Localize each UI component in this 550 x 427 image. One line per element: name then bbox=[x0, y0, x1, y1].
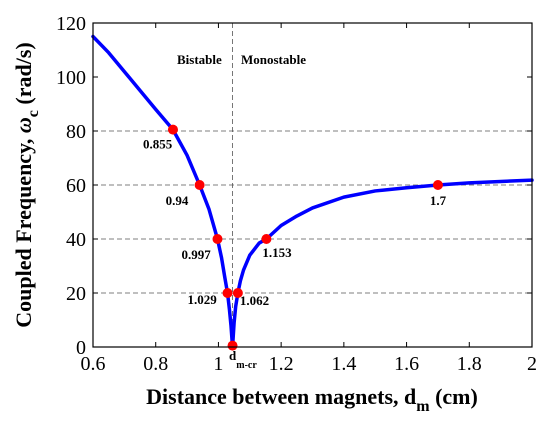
data-point-label: 0.855 bbox=[143, 137, 173, 152]
data-point bbox=[432, 180, 443, 190]
x-tick-label: 1.8 bbox=[457, 353, 482, 375]
x-axis-title: Distance between magnets, dm (cm) bbox=[146, 384, 478, 415]
data-point bbox=[222, 288, 233, 298]
data-point-label: 1.7 bbox=[430, 193, 447, 208]
data-point bbox=[227, 340, 238, 351]
x-tick-label: 2 bbox=[527, 353, 537, 375]
x-tick-label: 1 bbox=[213, 353, 223, 375]
x-axis-title-sub: m bbox=[416, 398, 430, 415]
series-line-1 bbox=[91, 34, 235, 349]
y-axis-title-symbol: ω bbox=[11, 117, 36, 133]
region-label-right: Monostable bbox=[241, 52, 306, 67]
grid-lines bbox=[93, 23, 532, 347]
y-tick-label: 40 bbox=[66, 229, 86, 251]
y-tick-label: 0 bbox=[76, 337, 86, 359]
data-point-label: 1.153 bbox=[262, 245, 292, 260]
y-tick-label: 60 bbox=[66, 175, 86, 197]
data-point bbox=[232, 288, 243, 298]
x-tick-label: 1.2 bbox=[269, 353, 294, 375]
data-point-label: 0.997 bbox=[181, 247, 211, 262]
y-axis-title-unit: (rad/s) bbox=[11, 42, 36, 110]
data-point bbox=[194, 180, 205, 190]
y-axis-title-main: Coupled Frequency, bbox=[11, 133, 36, 328]
y-tick-label: 20 bbox=[66, 283, 86, 305]
critical-label-sub: m-cr bbox=[236, 360, 257, 371]
y-tick-label: 120 bbox=[56, 13, 86, 35]
x-tick-label: 1.4 bbox=[331, 353, 356, 375]
point-labels: 0.855 0.94 0.997 1.029 1.062 1.153 1.7 bbox=[143, 137, 447, 308]
x-axis-title-main: Distance between magnets, d bbox=[146, 384, 416, 409]
y-tick-label: 100 bbox=[56, 67, 86, 89]
x-tick-label: 0.6 bbox=[81, 353, 106, 375]
y-axis-title: Coupled Frequency, ωc (rad/s) bbox=[11, 42, 42, 327]
data-point-label: 0.94 bbox=[166, 193, 189, 208]
data-points bbox=[167, 124, 443, 351]
y-ticks: 0 20 40 60 80 100 120 bbox=[56, 13, 532, 359]
y-axis-title-sub: c bbox=[25, 110, 42, 117]
x-axis-title-unit: (cm) bbox=[430, 384, 478, 409]
series-line-2 bbox=[230, 178, 534, 349]
data-point-label: 1.062 bbox=[240, 293, 269, 308]
series-curves bbox=[91, 34, 534, 349]
data-point bbox=[212, 234, 223, 244]
x-tick-label: 1.6 bbox=[394, 353, 419, 375]
region-label-left: Bistable bbox=[177, 52, 222, 67]
x-tick-label: 0.8 bbox=[143, 353, 168, 375]
y-tick-label: 80 bbox=[66, 121, 86, 143]
x-ticks: 0.6 0.8 1 1.2 1.4 1.6 1.8 2 bbox=[81, 23, 537, 375]
data-point bbox=[261, 234, 272, 244]
data-point bbox=[167, 124, 178, 135]
critical-label-main: d bbox=[229, 348, 237, 363]
critical-distance-label: dm-cr bbox=[229, 348, 257, 371]
data-point-label: 1.029 bbox=[188, 292, 218, 307]
